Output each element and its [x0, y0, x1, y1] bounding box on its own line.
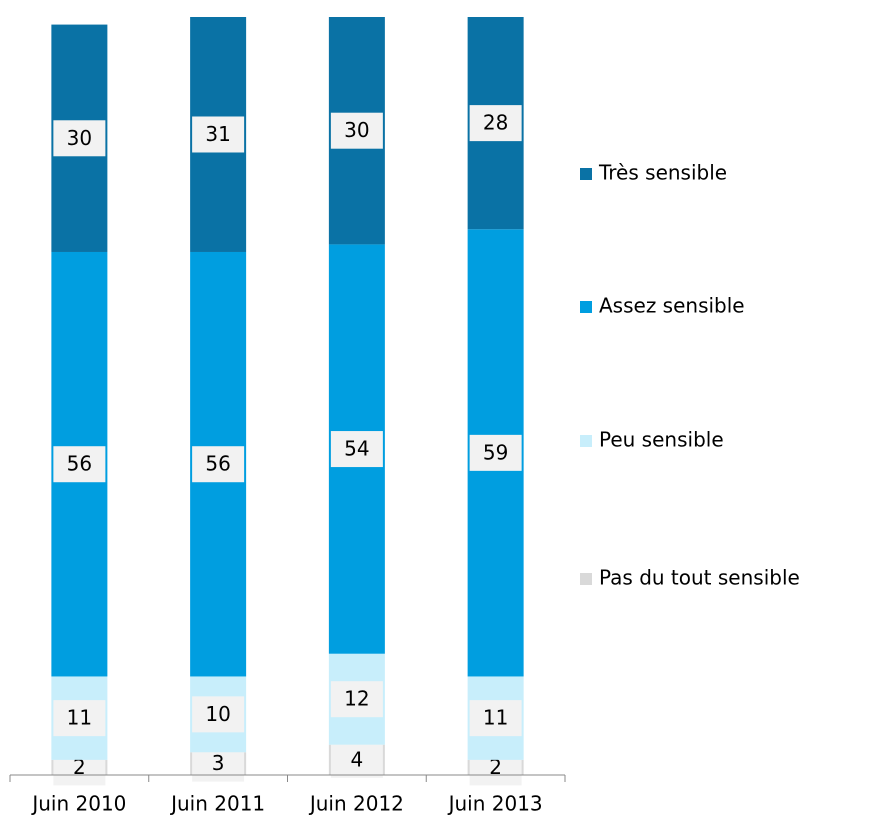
data-label-box	[469, 105, 522, 142]
legend-swatch	[580, 168, 592, 180]
legend-label: Peu sensible	[599, 428, 724, 452]
data-label: 2	[489, 755, 502, 779]
data-label: 12	[344, 687, 369, 711]
data-label-box	[53, 120, 106, 157]
legend-swatch	[580, 435, 592, 447]
data-label: 30	[344, 118, 369, 142]
data-label-box	[53, 700, 106, 737]
legend-label: Très sensible	[598, 161, 727, 185]
data-label-box	[192, 446, 245, 483]
data-label-box	[469, 700, 522, 737]
legend-swatch	[580, 573, 592, 585]
legend-swatch	[580, 301, 592, 313]
data-label-box	[469, 434, 522, 471]
data-label: 56	[205, 452, 230, 476]
data-label-box	[330, 681, 383, 718]
data-label-box	[192, 116, 245, 153]
data-label: 10	[205, 702, 230, 726]
data-label: 2	[73, 755, 86, 779]
legend-label: Assez sensible	[599, 294, 745, 318]
data-label: 11	[67, 706, 92, 730]
data-label-box	[330, 431, 383, 468]
data-label: 11	[483, 706, 508, 730]
data-label: 31	[205, 122, 230, 146]
data-label: 3	[212, 751, 225, 775]
data-label: 54	[344, 437, 369, 461]
data-label: 4	[351, 747, 364, 771]
x-tick-label: Juin 2013	[447, 792, 543, 816]
data-label: 56	[67, 452, 92, 476]
data-label-box	[192, 696, 245, 733]
x-tick-label: Juin 2010	[30, 792, 126, 816]
data-label-box	[330, 112, 383, 149]
data-label-box	[330, 741, 383, 778]
legend-label: Pas du tout sensible	[599, 566, 800, 590]
x-tick-label: Juin 2012	[308, 792, 404, 816]
data-label: 28	[483, 111, 508, 135]
data-label-box	[53, 446, 106, 483]
data-label: 59	[483, 440, 508, 464]
x-tick-label: Juin 2011	[169, 792, 265, 816]
data-label: 30	[67, 126, 92, 150]
